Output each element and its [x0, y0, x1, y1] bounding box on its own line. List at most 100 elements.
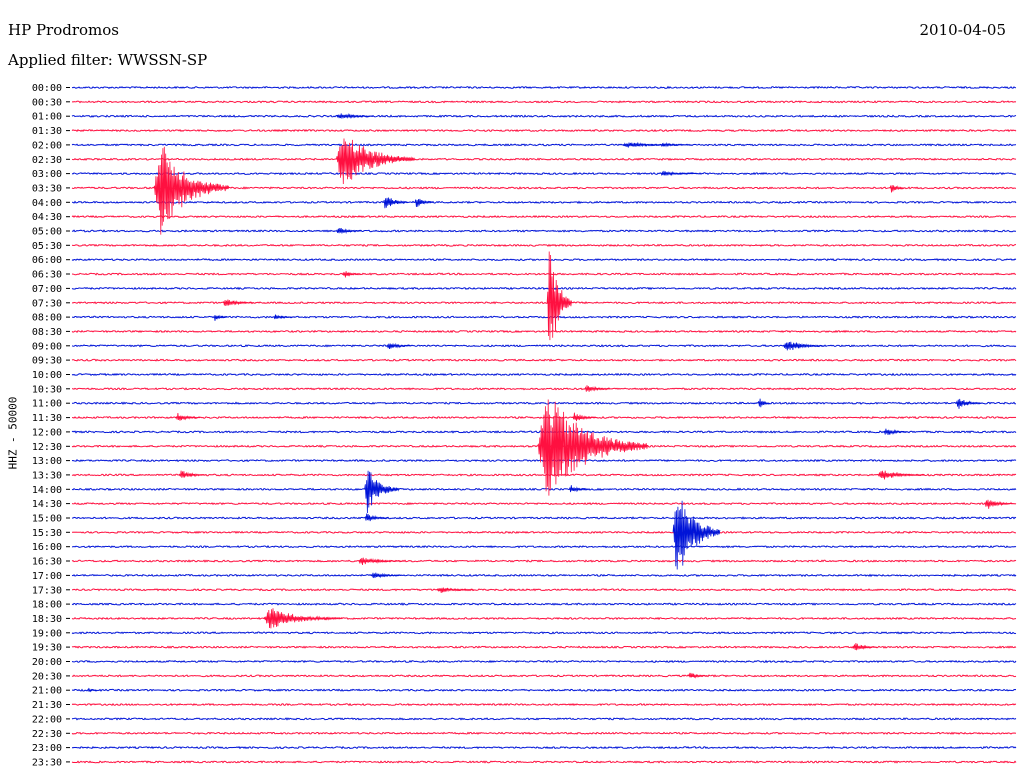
trace-row-2300: [71, 745, 1017, 750]
seismic-event-29: [364, 513, 390, 522]
time-tick-label: 12:30: [32, 442, 62, 453]
trace-row-1500: [71, 516, 1017, 520]
time-tick-label: 06:30: [32, 270, 62, 281]
seismic-event-18: [757, 398, 771, 408]
time-tick-label: 18:30: [32, 614, 62, 625]
seismic-event-25: [877, 470, 925, 480]
time-tick-label: 07:30: [32, 298, 62, 309]
seismic-event-30: [672, 500, 721, 570]
seismic-event-28: [984, 499, 1013, 509]
trace-row-1630: [71, 559, 1017, 563]
trace-row-1900: [71, 631, 1017, 635]
trace-row-1100: [71, 401, 1017, 405]
trace-row-1700: [71, 573, 1017, 578]
trace-row-0400: [71, 200, 1017, 204]
trace-row-2000: [71, 659, 1017, 664]
seismic-event-32: [370, 572, 402, 579]
seismic-event-23: [883, 428, 909, 435]
trace-row-1030: [72, 387, 1017, 391]
time-tick-label: 20:30: [32, 671, 62, 682]
time-tick-label: 22:00: [32, 714, 62, 725]
trace-row-0330: [71, 186, 1017, 190]
time-tick-label: 18:00: [32, 600, 62, 611]
time-tick-label: 17:00: [32, 571, 62, 582]
time-tick-label: 21:00: [32, 686, 62, 697]
time-tick-label: 14:00: [32, 485, 62, 496]
seismic-event-20: [175, 412, 201, 421]
trace-row-1330: [71, 473, 1017, 477]
time-tick-label: 08:30: [32, 327, 62, 338]
trace-row-0700: [71, 286, 1017, 291]
trace-row-0530: [71, 243, 1016, 247]
time-tick-label: 03:30: [32, 183, 62, 194]
time-tick-label: 20:00: [32, 657, 62, 668]
trace-row-0630: [71, 272, 1016, 276]
trace-row-2100: [71, 688, 1017, 692]
seismic-event-35: [852, 642, 878, 651]
seismic-event-21: [571, 412, 597, 422]
trace-group: [71, 85, 1017, 764]
station-title: HP Prodromos: [8, 21, 119, 39]
time-tick-label: 23:30: [32, 757, 62, 768]
recording-date: 2010-04-05: [919, 21, 1006, 39]
trace-row-0830: [71, 329, 1017, 334]
time-tick-label: 05:00: [32, 227, 62, 238]
seismic-event-2: [660, 142, 692, 148]
seismic-event-10: [342, 271, 361, 278]
trace-row-0230: [71, 157, 1017, 161]
trace-row-0030: [71, 100, 1017, 104]
seismic-event-14: [546, 251, 572, 341]
time-tick-label: 21:30: [32, 700, 62, 711]
seismic-event-24: [178, 470, 208, 478]
seismic-event-19: [955, 398, 981, 409]
trace-row-1530: [72, 530, 1017, 534]
seismic-event-33: [436, 587, 475, 593]
seismic-event-34: [263, 608, 343, 629]
time-tick-label: 01:00: [32, 112, 62, 123]
seismic-event-11: [222, 299, 255, 306]
time-tick-label: 16:30: [32, 557, 62, 568]
seismic-event-22: [537, 399, 648, 496]
trace-row-2230: [71, 731, 1017, 735]
seismic-event-15: [386, 342, 412, 349]
seismic-event-5: [153, 146, 230, 235]
seismic-event-7: [383, 197, 409, 209]
time-tick-label: 16:00: [32, 542, 62, 553]
trace-row-0130: [71, 128, 1017, 133]
time-tick-label: 19:00: [32, 628, 62, 639]
trace-row-1300: [71, 459, 1017, 463]
seismic-event-8: [414, 198, 434, 207]
seismic-event-16: [782, 341, 824, 351]
time-tick-label: 14:30: [32, 499, 62, 510]
trace-row-1600: [71, 544, 1017, 549]
time-tick-label: 15:30: [32, 528, 62, 539]
time-tick-label: 11:30: [32, 413, 62, 424]
seismic-event-3: [335, 138, 416, 185]
time-tick-label: 10:30: [32, 384, 62, 395]
time-tick-label: 10:00: [32, 370, 62, 381]
time-tick-label: 13:00: [32, 456, 62, 467]
time-tick-label: 05:30: [32, 241, 62, 252]
trace-row-0930: [71, 358, 1017, 362]
time-tick-label: 02:00: [32, 140, 62, 151]
seismic-event-9: [335, 227, 361, 235]
seismic-event-12: [213, 314, 230, 321]
trace-row-0600: [71, 257, 1017, 262]
trace-row-0500: [71, 229, 1017, 233]
time-tick-label: 00:00: [32, 83, 62, 94]
time-tick-label: 02:30: [32, 155, 62, 166]
time-tick-label: 01:30: [32, 126, 62, 137]
trace-row-0800: [71, 315, 1017, 319]
trace-row-1400: [71, 487, 1017, 491]
seismic-event-27: [568, 485, 588, 493]
seismic-event-36: [688, 672, 708, 679]
seismic-event-37: [87, 687, 97, 693]
trace-row-1430: [71, 501, 1017, 506]
time-tick-label: 08:00: [32, 313, 62, 324]
trace-row-1800: [71, 602, 1017, 606]
trace-row-2330: [71, 760, 1017, 764]
trace-row-0300: [71, 171, 1017, 176]
trace-row-2130: [71, 702, 1017, 707]
trace-row-1730: [72, 588, 1016, 592]
